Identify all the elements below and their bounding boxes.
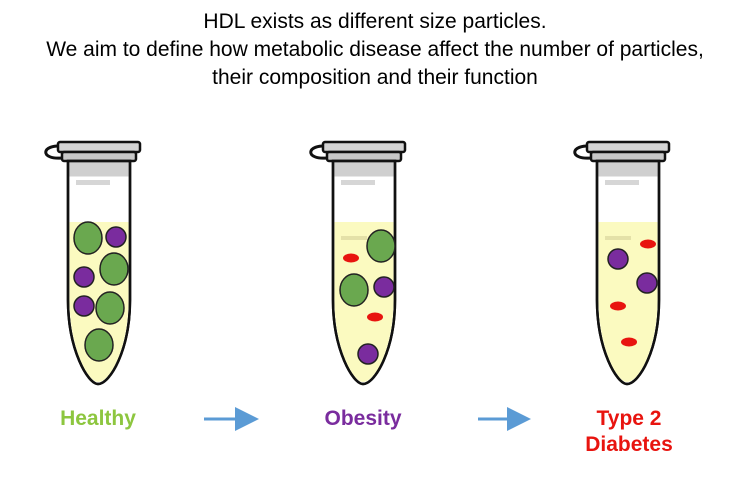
large-particle	[84, 328, 114, 362]
small-particle	[343, 253, 359, 263]
tube-cap	[573, 140, 671, 163]
label-diabetes: Type 2 Diabetes	[574, 406, 684, 458]
large-particle	[73, 221, 103, 255]
graduation-mark	[605, 236, 631, 240]
large-particle	[95, 291, 125, 325]
small-particle	[640, 239, 656, 249]
small-particle	[367, 312, 383, 322]
medium-particle	[73, 266, 95, 288]
graduation-mark	[76, 180, 110, 185]
large-particle	[366, 229, 396, 263]
tube-obesity	[309, 140, 407, 386]
graduation-mark	[341, 180, 375, 185]
title-line-1: HDL exists as different size particles.	[203, 10, 547, 33]
graduation-mark	[341, 236, 367, 240]
medium-particle	[105, 226, 127, 248]
label-obesity-line-1: Obesity	[324, 407, 402, 430]
label-diabetes-line-2: Diabetes	[585, 433, 673, 456]
tube-top-band	[69, 162, 129, 177]
label-healthy: Healthy	[47, 406, 149, 432]
medium-particle	[73, 295, 95, 317]
medium-particle	[636, 272, 658, 294]
title-line-2: We aim to define how metabolic disease a…	[46, 38, 704, 61]
title-line-3: their composition and their function	[212, 66, 538, 89]
tube-cap	[44, 140, 142, 163]
graduation-mark	[605, 180, 639, 185]
large-particle	[99, 252, 129, 286]
title: HDL exists as different size particles. …	[0, 8, 750, 92]
tube-cap	[309, 140, 407, 163]
label-healthy-line-1: Healthy	[60, 407, 136, 430]
label-diabetes-line-1: Type 2	[596, 407, 662, 430]
medium-particle	[373, 276, 395, 298]
small-particle	[610, 301, 626, 311]
tube-healthy	[44, 140, 142, 386]
label-obesity: Obesity	[312, 406, 414, 432]
large-particle	[339, 273, 369, 307]
medium-particle	[607, 248, 629, 270]
tube-top-band	[598, 162, 658, 177]
tube-diabetes	[573, 140, 671, 386]
small-particle	[621, 337, 637, 347]
tube-top-band	[334, 162, 394, 177]
medium-particle	[357, 343, 379, 365]
